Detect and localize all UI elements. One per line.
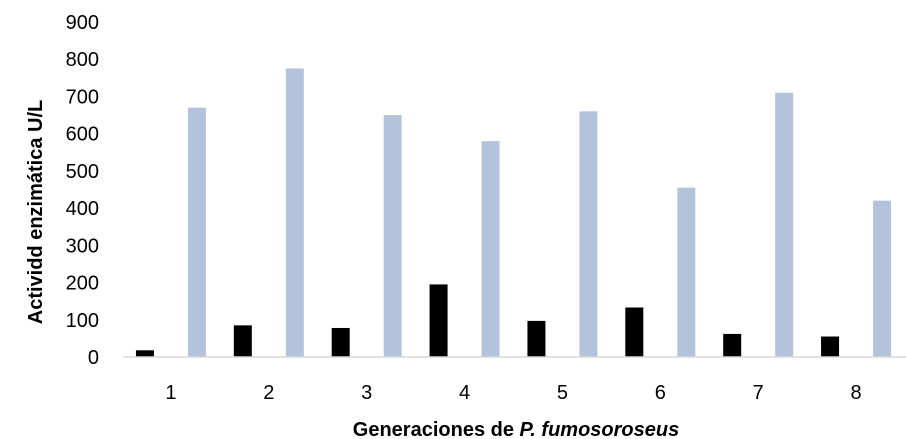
y-tick-label: 400 bbox=[66, 198, 99, 220]
x-axis-title-species: P. fumosoroseus bbox=[520, 419, 680, 439]
bar-series-2 bbox=[383, 115, 402, 357]
bar-series-2 bbox=[677, 187, 696, 357]
y-tick-label: 800 bbox=[66, 49, 99, 71]
x-axis-title-prefix: Generaciones de bbox=[353, 419, 520, 439]
bar-series-2 bbox=[187, 107, 206, 357]
x-tick-label: 3 bbox=[361, 382, 372, 404]
y-tick-label: 200 bbox=[66, 273, 99, 295]
y-tick-label: 600 bbox=[66, 124, 99, 146]
x-tick-label: 6 bbox=[655, 382, 666, 404]
bar-series-1 bbox=[429, 284, 448, 357]
x-axis-ticks: 1 2 3 4 5 6 7 8 bbox=[165, 382, 861, 404]
y-axis-ticks: 0 100 200 300 400 500 600 700 800 900 bbox=[66, 12, 99, 369]
y-tick-label: 500 bbox=[66, 161, 99, 183]
x-tick-label: 5 bbox=[557, 382, 568, 404]
bar-series-1 bbox=[527, 320, 546, 357]
bars bbox=[135, 68, 892, 358]
bar-series-2 bbox=[285, 68, 304, 358]
y-tick-label: 300 bbox=[66, 235, 99, 257]
bar-series-1 bbox=[723, 333, 742, 357]
y-axis-title: Actividd enzimática U/L bbox=[25, 100, 47, 325]
y-tick-label: 100 bbox=[66, 310, 99, 332]
bar-series-2 bbox=[775, 92, 794, 357]
bar-series-1 bbox=[135, 350, 154, 357]
x-tick-label: 4 bbox=[459, 382, 470, 404]
y-tick-label: 700 bbox=[66, 86, 99, 108]
bar-series-2 bbox=[873, 200, 892, 357]
bar-series-1 bbox=[625, 307, 644, 357]
bar-series-1 bbox=[821, 336, 840, 357]
x-tick-label: 7 bbox=[753, 382, 764, 404]
bar-series-1 bbox=[233, 325, 252, 357]
x-tick-label: 8 bbox=[851, 382, 862, 404]
x-tick-label: 1 bbox=[165, 382, 176, 404]
bar-series-2 bbox=[579, 111, 598, 357]
x-axis-title: Generaciones de P. fumosoroseus bbox=[353, 419, 679, 439]
x-tick-label: 2 bbox=[263, 382, 274, 404]
y-tick-label: 0 bbox=[88, 347, 99, 369]
y-tick-label: 900 bbox=[66, 12, 99, 34]
bar-series-1 bbox=[331, 327, 350, 357]
bar-series-2 bbox=[481, 141, 500, 357]
